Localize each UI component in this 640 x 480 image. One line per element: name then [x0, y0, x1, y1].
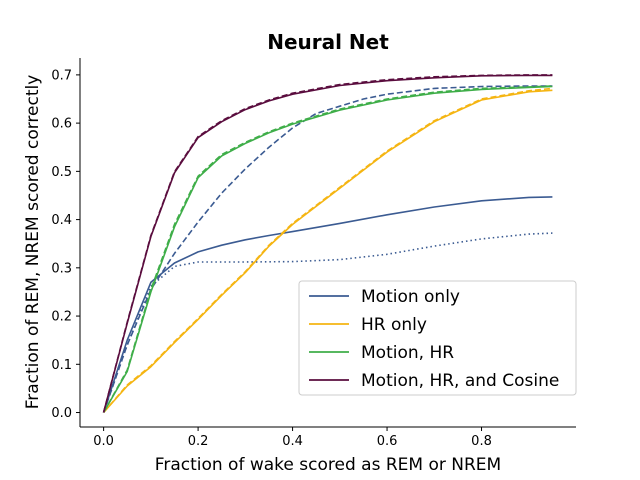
legend-label: Motion, HR, and Cosine	[361, 371, 559, 391]
chart-title: Neural Net	[267, 30, 389, 54]
series-line-8	[102, 74, 553, 413]
legend: Motion only HR only Motion, HR Motion, HR, …	[298, 280, 577, 396]
y-tick-label: 0.7	[51, 68, 72, 83]
series-line-2	[102, 232, 553, 413]
x-ticks: 0.0 0.2 0.4 0.6 0.8	[93, 427, 492, 449]
legend-label: HR only	[361, 315, 427, 335]
x-tick-label: 0.2	[188, 434, 209, 449]
series-line-1	[102, 85, 553, 413]
y-ticks: 0.0 0.1 0.2 0.3 0.4 0.5 0.6 0.7	[51, 68, 80, 421]
y-tick-label: 0.3	[51, 261, 72, 276]
series-line-4	[102, 87, 553, 414]
y-tick-label: 0.1	[51, 358, 72, 373]
x-tick-label: 0.0	[93, 434, 114, 449]
series-line-6	[102, 85, 553, 413]
series-layer	[102, 74, 553, 414]
series-line-5	[102, 85, 553, 413]
y-tick-label: 0.0	[51, 406, 72, 421]
legend-box	[298, 280, 577, 396]
legend-label: Motion, HR	[361, 343, 454, 363]
y-tick-label: 0.5	[51, 165, 72, 180]
series-line-0	[102, 196, 553, 413]
y-axis-label: Fraction of REM, NREM scored correctly	[23, 75, 43, 410]
legend-label: Motion only	[361, 287, 460, 307]
y-tick-label: 0.6	[51, 117, 72, 132]
y-tick-label: 0.2	[51, 310, 72, 325]
x-tick-label: 0.4	[282, 434, 303, 449]
x-axis-label: Fraction of wake scored as REM or NREM	[155, 455, 501, 475]
x-tick-label: 0.8	[471, 434, 492, 449]
x-tick-label: 0.6	[377, 434, 398, 449]
y-tick-label: 0.4	[51, 213, 72, 228]
